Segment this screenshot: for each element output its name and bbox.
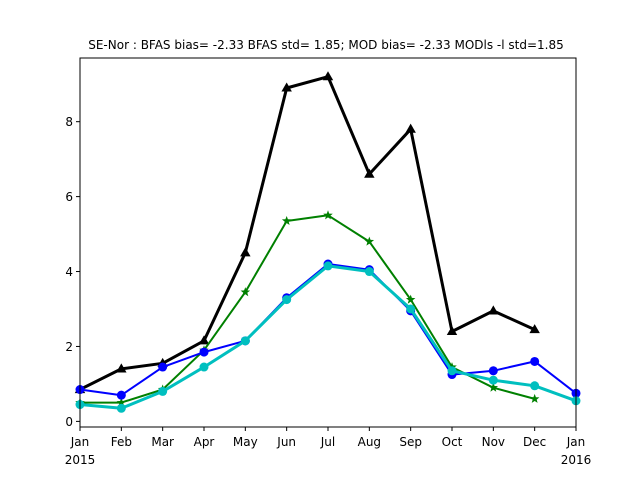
data-point bbox=[447, 366, 457, 376]
x-tick-label: Dec bbox=[523, 435, 546, 449]
data-point bbox=[198, 335, 210, 345]
data-point bbox=[282, 295, 292, 305]
x-tick-year-label: 2015 bbox=[65, 453, 96, 467]
x-tick-label: Jan bbox=[566, 435, 586, 449]
axis-layer: 0 2 4 6 8 Jan 2015 Feb Mar Apr May Jun Jul Aug Sep Oct N… bbox=[65, 115, 592, 467]
y-tick-label: 0 bbox=[65, 415, 73, 429]
x-tick-label: Sep bbox=[399, 435, 422, 449]
data-point bbox=[406, 304, 416, 314]
data-point bbox=[116, 397, 127, 407]
data-point bbox=[240, 287, 251, 297]
data-point bbox=[323, 261, 333, 271]
y-tick-label: 8 bbox=[65, 115, 73, 129]
data-point bbox=[323, 210, 333, 220]
data-point bbox=[446, 325, 458, 336]
x-tick-label: Apr bbox=[194, 435, 215, 449]
series-0 bbox=[74, 71, 540, 394]
series-line bbox=[80, 214, 535, 404]
data-point bbox=[405, 294, 416, 304]
x-tick-label: Nov bbox=[482, 435, 505, 449]
data-point bbox=[199, 347, 209, 357]
data-point bbox=[240, 336, 250, 346]
data-point bbox=[529, 393, 540, 403]
data-point bbox=[158, 362, 168, 372]
data-point bbox=[488, 375, 498, 385]
data-point bbox=[116, 390, 126, 400]
data-point bbox=[364, 236, 375, 246]
y-tick-label: 2 bbox=[65, 340, 73, 354]
x-tick-year-label: 2016 bbox=[561, 453, 592, 467]
x-tick-label: Jun bbox=[276, 435, 296, 449]
data-point bbox=[530, 356, 540, 366]
data-point bbox=[405, 123, 416, 133]
x-tick-label: Aug bbox=[358, 435, 381, 449]
chart-title: SE-Nor : BFAS bias= -2.33 BFAS std= 1.85… bbox=[88, 38, 564, 52]
x-tick-label: Feb bbox=[111, 435, 132, 449]
data-point bbox=[488, 382, 499, 392]
series-layer bbox=[74, 71, 581, 413]
series-line bbox=[79, 75, 536, 391]
x-tick-label: Jul bbox=[320, 435, 335, 449]
x-tick-label: Jan bbox=[70, 435, 90, 449]
data-point bbox=[199, 362, 209, 372]
data-point bbox=[281, 216, 292, 225]
y-tick-label: 6 bbox=[65, 190, 73, 204]
data-point bbox=[529, 324, 540, 334]
plot-frame bbox=[79, 57, 577, 428]
y-tick-label: 4 bbox=[65, 265, 73, 279]
x-tick-label: Oct bbox=[442, 435, 463, 449]
data-point bbox=[488, 305, 499, 315]
data-point bbox=[322, 71, 334, 81]
data-point bbox=[530, 381, 540, 391]
data-point bbox=[240, 247, 251, 257]
data-point bbox=[488, 366, 498, 376]
data-point bbox=[364, 267, 374, 277]
data-point bbox=[281, 82, 292, 92]
data-point bbox=[116, 403, 126, 413]
data-point bbox=[116, 363, 127, 373]
series-3 bbox=[75, 261, 581, 413]
x-tick-label: May bbox=[233, 435, 258, 449]
data-point bbox=[364, 168, 375, 178]
data-point bbox=[158, 386, 168, 396]
x-tick-label: Mar bbox=[151, 435, 174, 449]
